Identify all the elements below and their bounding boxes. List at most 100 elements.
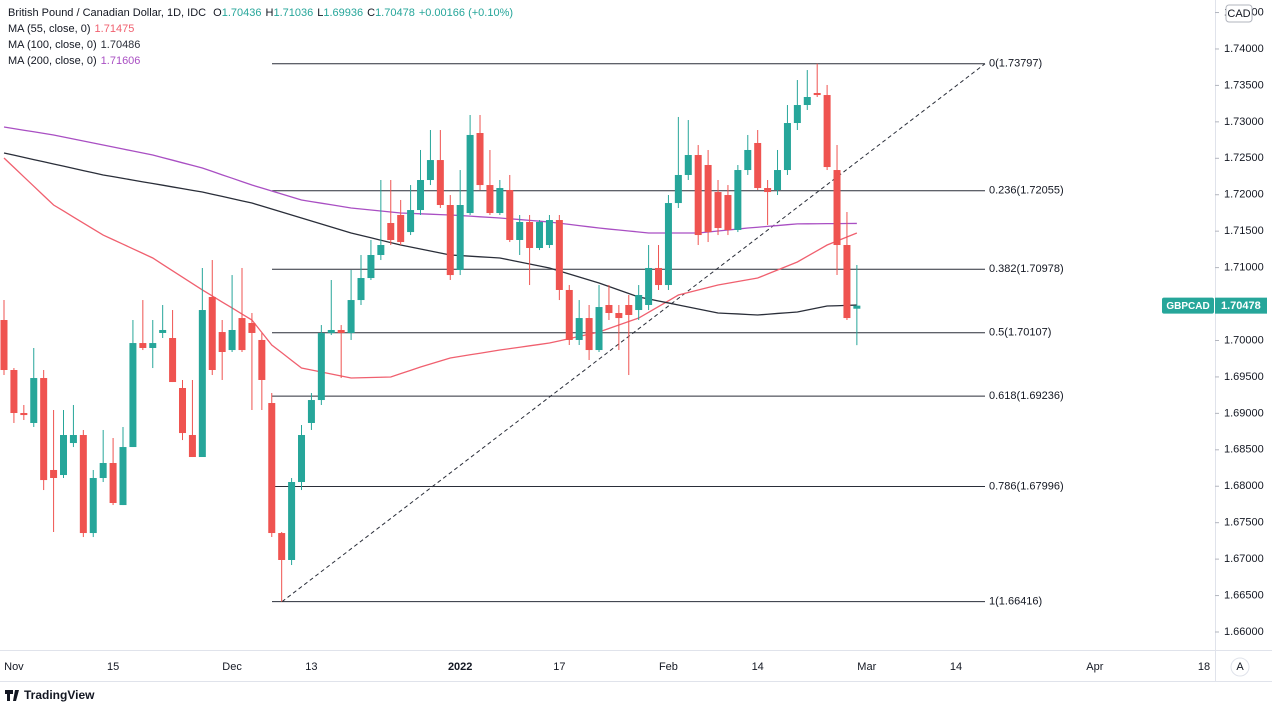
candle-body <box>50 469 58 479</box>
y-tick-label: 1.66500 <box>1224 589 1264 601</box>
y-tick-label: 1.72000 <box>1224 189 1264 201</box>
candle-body <box>40 378 48 481</box>
candle-body <box>129 343 137 448</box>
candle-body <box>734 170 742 231</box>
candle-body <box>704 164 712 233</box>
candle-body <box>307 400 315 423</box>
ma-value: 1.71475 <box>94 23 135 35</box>
candle-body <box>10 370 18 414</box>
candle-body <box>664 203 672 286</box>
x-tick-label: 14 <box>950 661 962 673</box>
fib-level-label: 0.236(1.72055) <box>989 185 1064 197</box>
candle-body <box>228 329 236 351</box>
candle-body <box>99 462 107 479</box>
candle-body <box>575 318 583 340</box>
ohlc-item: L1.69936 <box>317 7 363 19</box>
fib-level-label: 0.618(1.69236) <box>989 390 1064 402</box>
candle-body <box>30 378 38 423</box>
candle-body <box>79 435 87 534</box>
x-tick-label: Nov <box>4 661 24 673</box>
candle-body <box>179 388 187 434</box>
candle-body <box>69 435 77 444</box>
fib-level-label: 0.382(1.70978) <box>989 263 1064 275</box>
candle-body <box>813 92 821 96</box>
candle-body <box>377 245 385 256</box>
x-tick-label: 17 <box>553 661 565 673</box>
candle-body <box>655 267 663 286</box>
candle-body <box>754 142 762 189</box>
x-tick-label: Dec <box>222 661 242 673</box>
auto-scale-label: A <box>1236 661 1244 673</box>
candle-body <box>674 174 682 204</box>
candle-body <box>109 462 117 504</box>
candle-body <box>407 210 415 233</box>
candle-body <box>466 134 474 214</box>
y-tick-label: 1.71000 <box>1224 262 1264 274</box>
ma-line <box>3 152 857 316</box>
brand-label: TradingView <box>24 688 95 702</box>
candle-body <box>288 482 296 560</box>
y-tick-label: 1.69500 <box>1224 371 1264 383</box>
candle-body <box>625 304 633 315</box>
candle-body <box>397 214 405 243</box>
candle-body <box>486 185 494 214</box>
candle-body <box>793 105 801 124</box>
price-tag: 1.70478 <box>1221 300 1261 312</box>
x-tick-label: 15 <box>107 661 119 673</box>
candle-body <box>258 339 266 380</box>
ma-line <box>3 157 858 379</box>
ohlc-value: 1.69936 <box>323 7 364 19</box>
candle-body <box>516 221 524 240</box>
candle-body <box>843 245 851 319</box>
ma-legend-row: MA (55, close, 0) 1.71475 <box>8 22 138 36</box>
x-tick-label: Mar <box>857 661 876 673</box>
candle-body <box>565 289 573 340</box>
candle-body <box>0 320 8 371</box>
candle-body <box>347 300 355 333</box>
candle-body <box>803 97 811 106</box>
y-tick-label: 1.74000 <box>1224 43 1264 55</box>
candle-body <box>446 205 454 276</box>
y-tick-label: 1.66000 <box>1224 626 1264 638</box>
legend-main: British Pound / Canadian Dollar, 1D, IDC… <box>8 6 517 20</box>
candle-body <box>20 413 28 416</box>
ma-value: 1.70486 <box>100 39 141 51</box>
ohlc-value: 1.70478 <box>375 7 415 19</box>
ohlc-key: L <box>317 7 324 19</box>
y-tick-label: 1.69000 <box>1224 407 1264 419</box>
candle-body <box>555 220 563 290</box>
candle-body <box>585 318 593 351</box>
candle-body <box>496 188 504 214</box>
ohlc-key: H <box>265 7 274 19</box>
candle-body <box>635 295 643 311</box>
candle-body <box>298 435 306 483</box>
fib-level-label: 1(1.66416) <box>989 596 1042 608</box>
auto-scale-button[interactable] <box>1230 657 1250 677</box>
y-tick-label: 1.73000 <box>1224 116 1264 128</box>
x-tick-label: 2022 <box>448 661 472 673</box>
y-tick-label: 1.68500 <box>1224 444 1264 456</box>
candle-body <box>278 533 286 560</box>
candle-body <box>119 447 127 506</box>
candle-body <box>238 318 246 351</box>
ohlc-item: C1.70478 <box>367 7 415 19</box>
fib-level-label: 0.786(1.67996) <box>989 480 1064 492</box>
y-tick-label: 1.67000 <box>1224 553 1264 565</box>
ohlc-key: C <box>367 7 376 19</box>
ma-line <box>3 126 857 234</box>
ohlc-value: 1.70436 <box>221 7 262 19</box>
x-tick-label: Apr <box>1086 661 1103 673</box>
candle-body <box>714 192 722 229</box>
candle-body <box>526 221 534 249</box>
currency-button[interactable] <box>1225 4 1253 23</box>
candle-body <box>724 195 732 231</box>
candle-body <box>387 223 395 240</box>
candle-body <box>188 435 196 458</box>
candle-body <box>426 160 434 181</box>
candle-body <box>367 255 375 279</box>
x-tick-label: Feb <box>659 661 678 673</box>
candle-body <box>139 343 147 348</box>
symbol-tag-bg <box>1162 297 1214 314</box>
y-tick-label: 1.67500 <box>1224 517 1264 529</box>
